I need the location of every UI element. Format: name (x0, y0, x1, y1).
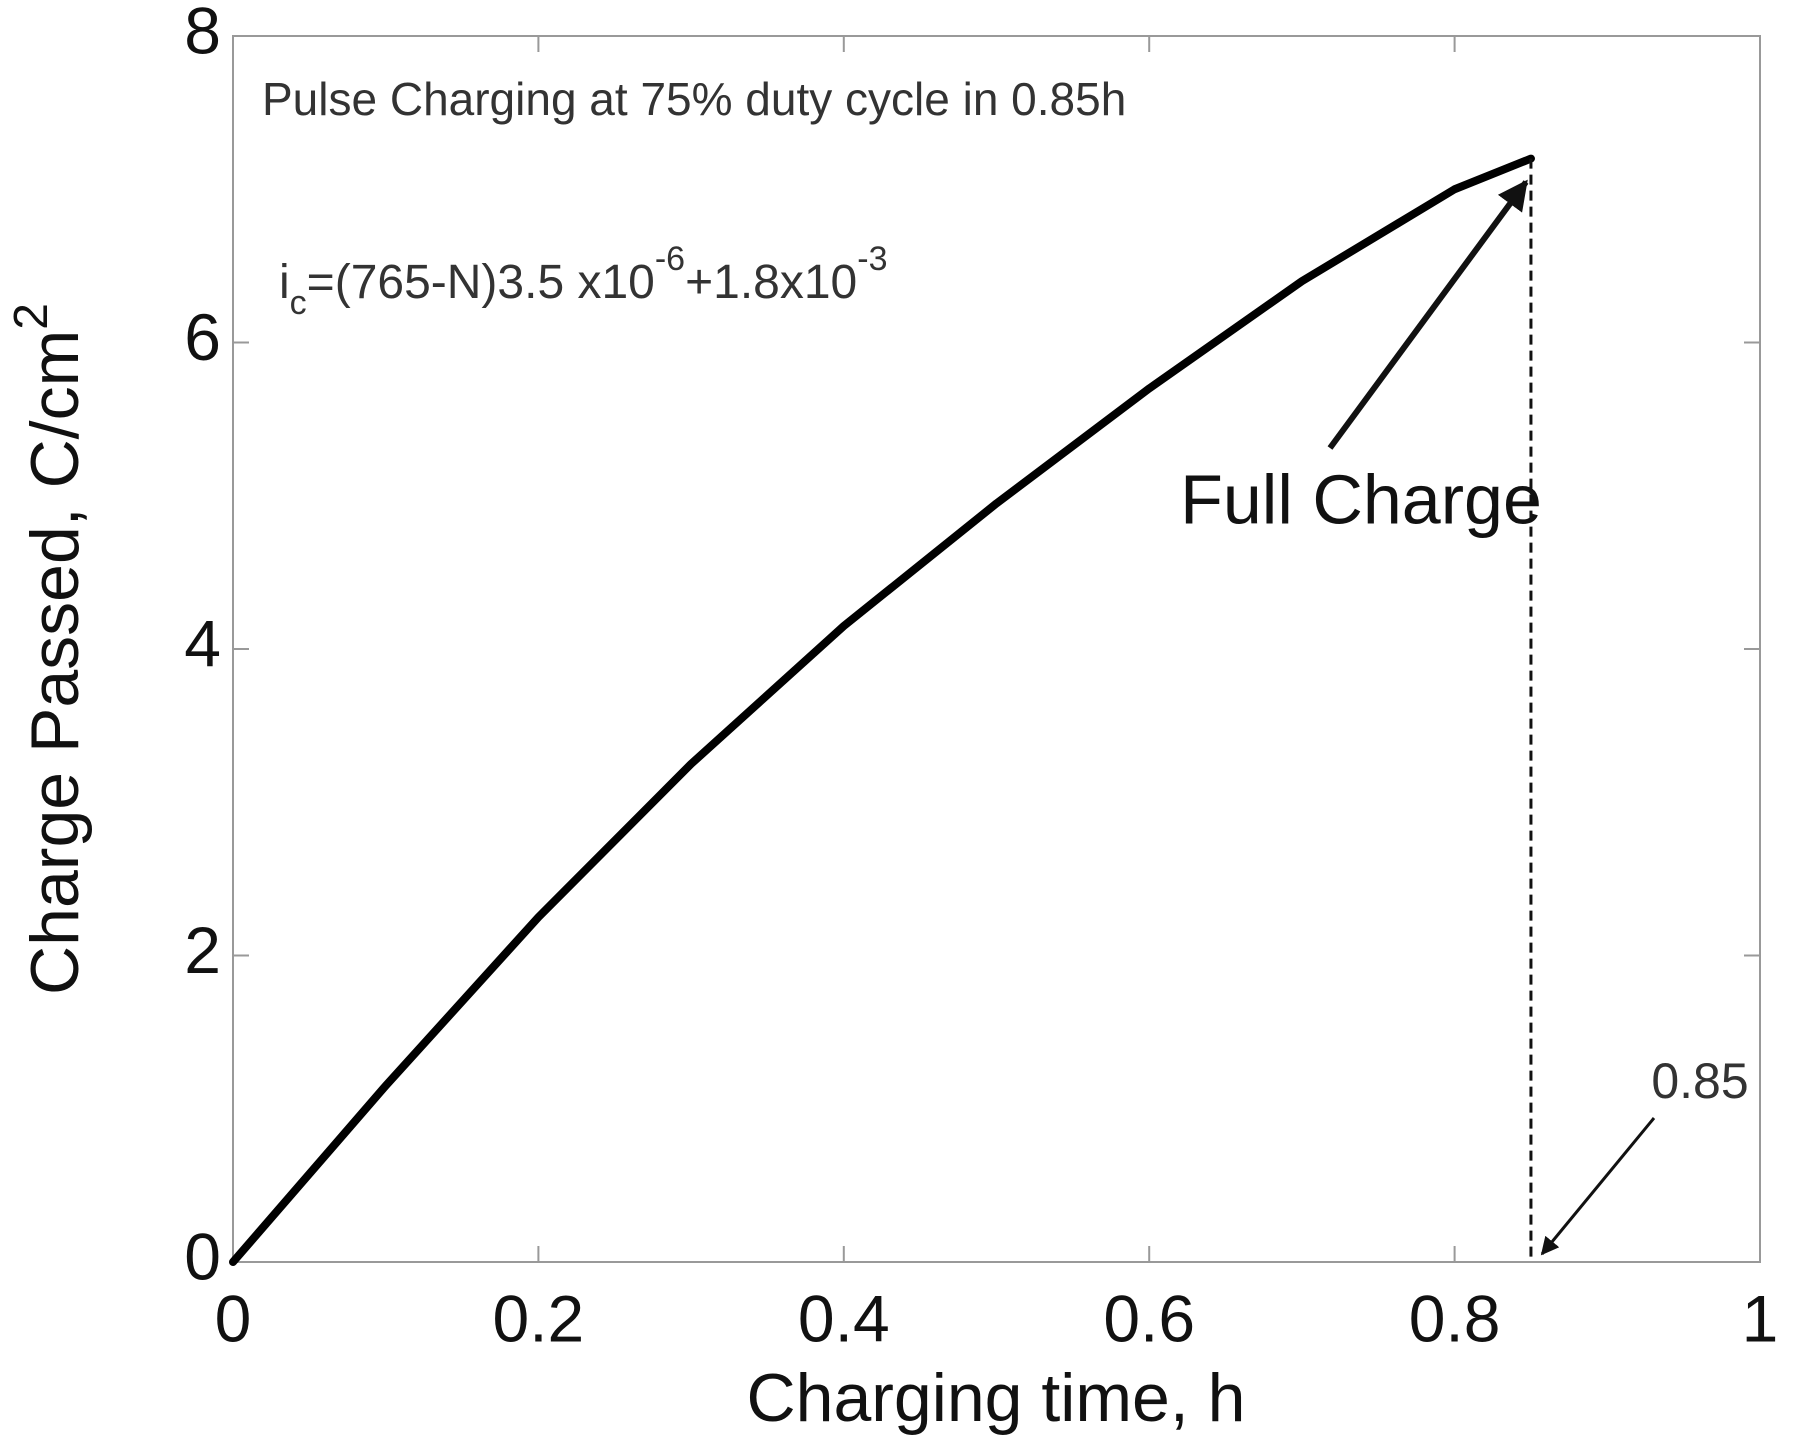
formula-superscript: -6 (655, 240, 685, 278)
formula-superscript: -3 (857, 240, 887, 278)
x-tick-label: 0.2 (493, 1281, 585, 1355)
y-axis-label-text: Charge Passed, C/cm (17, 330, 93, 995)
x-tick-label: 1 (1742, 1281, 1779, 1355)
annotation-end-time: 0.85 (1651, 1053, 1748, 1109)
y-tick-label: 0 (184, 1219, 221, 1293)
y-tick-label: 2 (184, 913, 221, 987)
x-tick-label: 0 (215, 1281, 252, 1355)
formula-part: +1.8x10 (685, 256, 857, 309)
annotation-formula: ic=(765-N)3.5 x10-6+1.8x10-3 (279, 240, 887, 322)
formula-subscript: c (290, 284, 307, 322)
formula-part: =(765-N)3.5 x10 (307, 256, 655, 309)
y-tick-label: 8 (184, 0, 221, 67)
annotation-title: Pulse Charging at 75% duty cycle in 0.85… (262, 73, 1126, 125)
x-tick-label: 0.8 (1409, 1281, 1501, 1355)
y-axis-label-superscript: 2 (5, 303, 58, 330)
y-tick-label: 4 (184, 606, 221, 680)
annotation-arrow (1327, 179, 1529, 450)
data-line (229, 154, 1535, 1266)
y-tick-label: 6 (184, 300, 221, 374)
x-tick-label: 0.4 (798, 1281, 890, 1355)
annotation-full-charge: Full Charge (1180, 460, 1542, 538)
annotation-arrow (1540, 1117, 1656, 1256)
y-axis-label: Charge Passed, C/cm2 (5, 303, 93, 995)
formula-part: i (279, 256, 290, 309)
x-axis-label: Charging time, h (747, 1360, 1246, 1436)
x-tick-label: 0.6 (1103, 1281, 1195, 1355)
